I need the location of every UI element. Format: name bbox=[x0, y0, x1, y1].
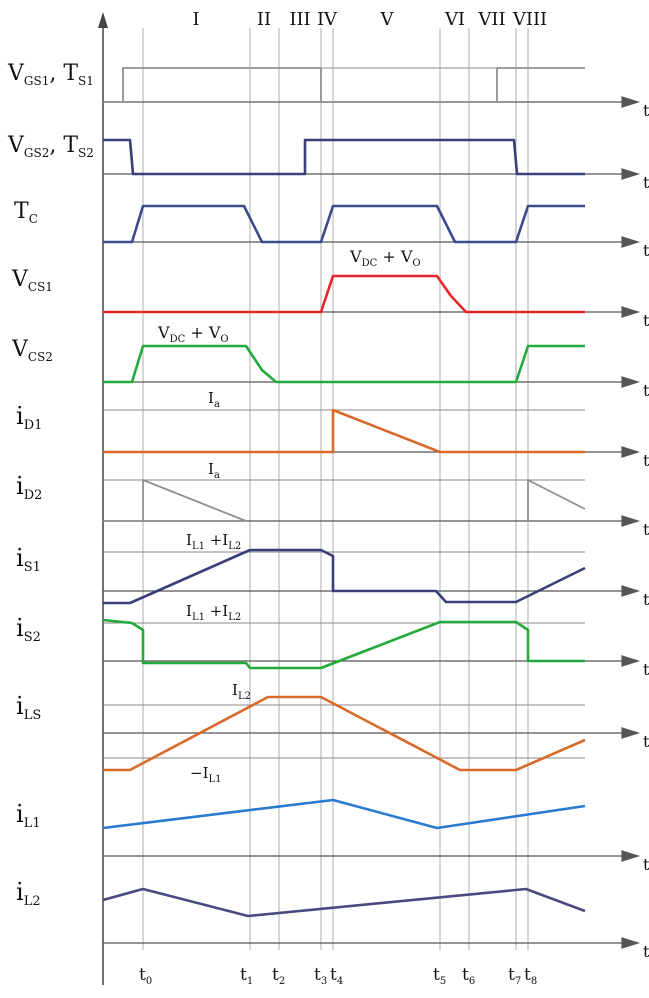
trace-is2 bbox=[102, 618, 585, 670]
axis-t-il2: t bbox=[643, 942, 649, 961]
label-vcs1: VCS1 bbox=[11, 267, 53, 294]
trace-ils bbox=[103, 695, 586, 772]
axis-t-id2: t bbox=[643, 520, 649, 539]
axis-tc-arrow bbox=[621, 236, 641, 248]
interval-label-1: I bbox=[192, 9, 199, 30]
axis-t-vgs1: t bbox=[643, 101, 649, 120]
axis-t-il1: t bbox=[643, 855, 649, 874]
time-label-t6: t6 bbox=[462, 965, 475, 987]
channel-labels: VGS1, TS1 VGS2, TS2 TC VCS1 VCS2 iD1 iD2… bbox=[7, 61, 94, 909]
time-label-t0: t0 bbox=[139, 965, 152, 987]
axis-il1-arrow bbox=[621, 850, 641, 862]
time-label-t3: t3 bbox=[314, 965, 327, 987]
label-id2: iD2 bbox=[16, 472, 42, 503]
label-is1: iS1 bbox=[16, 544, 41, 575]
label-vgs2: VGS2, TS2 bbox=[7, 133, 94, 160]
time-label-t5: t5 bbox=[433, 965, 446, 987]
trace-vcs2 bbox=[103, 344, 585, 384]
time-label-t4: t4 bbox=[330, 965, 343, 987]
waveforms bbox=[102, 67, 586, 918]
axis-t-vcs2: t bbox=[643, 381, 649, 400]
trace-tc bbox=[103, 204, 585, 244]
annot-id1-level: Ia bbox=[208, 389, 220, 410]
annot-is1-level: IL1 +IL2 bbox=[186, 531, 241, 552]
annot-vcs2-level: VDC + VO bbox=[157, 323, 229, 345]
interval-label-3: III bbox=[289, 9, 310, 30]
trace-il1 bbox=[102, 798, 586, 830]
time-label-t2: t2 bbox=[272, 965, 285, 987]
axis-t-letters: t t t t t t t t t t t t bbox=[643, 101, 649, 961]
interval-label-7: VII bbox=[477, 9, 505, 30]
axis-t-is1: t bbox=[643, 590, 649, 609]
axis-t-is2: t bbox=[643, 660, 649, 679]
label-ils: iLS bbox=[16, 692, 41, 723]
annot-id2-level: Ia bbox=[208, 460, 220, 481]
time-label-t1: t1 bbox=[240, 965, 253, 987]
time-labels: t0 t1 t2 t3 t4 t5 t6 t7 t8 bbox=[139, 965, 537, 987]
axis-t-id1: t bbox=[643, 451, 649, 470]
label-is2: iS2 bbox=[16, 614, 41, 645]
axis-vcs2-arrow bbox=[621, 376, 641, 388]
axis-t-ils: t bbox=[643, 732, 649, 751]
time-label-t7: t7 bbox=[508, 965, 521, 987]
axis-vgs2-arrow bbox=[621, 168, 641, 180]
vertical-axis-arrow bbox=[98, 12, 108, 28]
interval-label-8: VIII bbox=[512, 9, 547, 30]
axis-id1-arrow bbox=[621, 446, 641, 458]
interval-label-4: IV bbox=[317, 9, 338, 30]
axis-id2-arrow bbox=[621, 515, 641, 527]
trace-vgs1 bbox=[103, 67, 585, 103]
axis-t-vgs2: t bbox=[643, 173, 649, 192]
axis-is2-arrow bbox=[621, 655, 641, 667]
time-label-t8: t8 bbox=[524, 965, 537, 987]
level-annotations: VDC + VO VDC + VO Ia Ia IL1 +IL2 IL1 +IL… bbox=[157, 247, 421, 785]
trace-id1 bbox=[103, 408, 585, 454]
interval-labels: I II III IV V VI VII VIII bbox=[192, 9, 547, 30]
interval-label-6: VI bbox=[444, 9, 465, 30]
trace-vcs1 bbox=[103, 274, 585, 314]
axis-t-tc: t bbox=[643, 241, 649, 260]
label-id1: iD1 bbox=[16, 402, 42, 433]
annot-vcs1-level: VDC + VO bbox=[349, 247, 421, 269]
annot-is2-level: IL1 +IL2 bbox=[186, 602, 241, 623]
time-marker-lines bbox=[142, 28, 529, 950]
axis-is1-arrow bbox=[621, 585, 641, 597]
channel-axes bbox=[103, 96, 641, 949]
interval-label-2: II bbox=[257, 9, 271, 30]
label-vcs2: VCS2 bbox=[11, 337, 53, 364]
trace-vgs2 bbox=[103, 138, 585, 176]
label-vgs1: VGS1, TS1 bbox=[7, 61, 94, 88]
trace-is1 bbox=[103, 548, 586, 605]
trace-id2-second bbox=[527, 479, 586, 521]
trace-id2-zero bbox=[103, 479, 247, 522]
label-tc: TC bbox=[14, 199, 38, 226]
axis-vcs1-arrow bbox=[621, 306, 641, 318]
annot-ils-low: −IL1 bbox=[190, 764, 222, 785]
axis-ils-arrow bbox=[621, 727, 641, 739]
axis-t-vcs1: t bbox=[643, 311, 649, 330]
label-il1: iL1 bbox=[16, 800, 41, 831]
trace-il2 bbox=[102, 887, 586, 918]
interval-label-5: V bbox=[380, 9, 395, 30]
annot-ils-high: IL2 bbox=[232, 681, 251, 702]
axis-il2-arrow bbox=[621, 937, 641, 949]
label-il2: iL2 bbox=[16, 878, 41, 909]
axis-vgs1-arrow bbox=[621, 96, 641, 108]
